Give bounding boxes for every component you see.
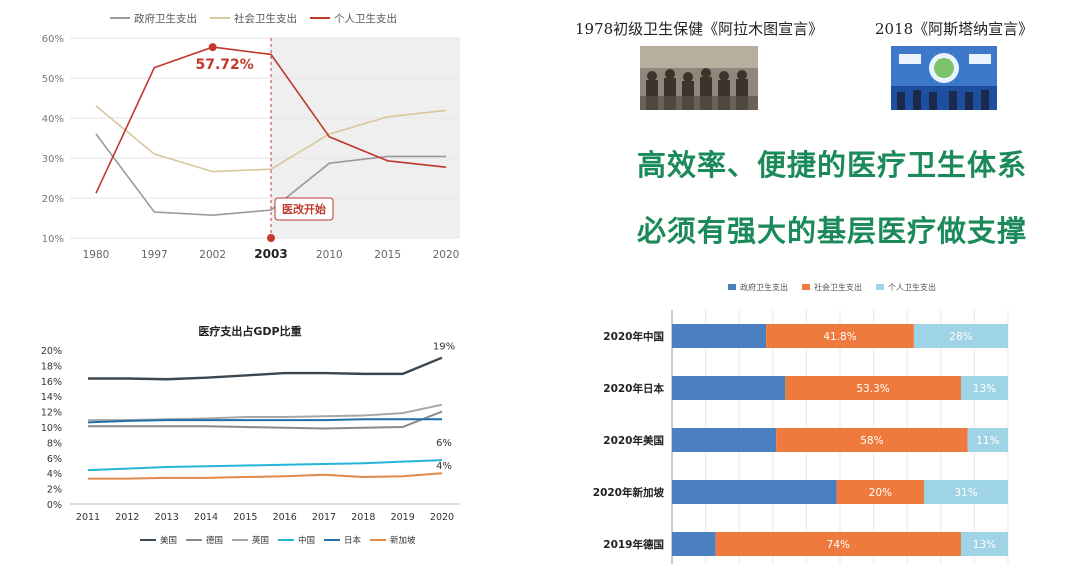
- y-tick-label: 2%: [47, 485, 62, 496]
- series-line-4: [88, 419, 442, 422]
- bar-label: 28%: [949, 331, 972, 343]
- x-tick-label: 2015: [374, 249, 401, 261]
- peak-point: [209, 43, 217, 51]
- y-tick-label: 60%: [42, 34, 64, 45]
- series-line-2: [88, 405, 442, 420]
- bar-label: 53.3%: [856, 383, 889, 395]
- alma-ata-caption: 1978初级卫生保健《阿拉木图宣言》: [575, 18, 823, 39]
- category-label: 2019年德国: [603, 538, 664, 551]
- x-tick-label: 2010: [316, 249, 343, 261]
- legend-label: 德国: [206, 535, 223, 546]
- y-tick-label: 10%: [41, 423, 62, 434]
- peak-label: 57.72%: [196, 57, 254, 73]
- bar-segment-0: [672, 324, 766, 348]
- x-tick-label: 2020: [430, 512, 454, 523]
- legend-label: 个人卫生支出: [334, 12, 397, 25]
- legend-label: 新加坡: [390, 535, 416, 546]
- y-tick-label: 0%: [47, 500, 62, 511]
- gdp-share-chart: 医疗支出占GDP比重 0% 2% 4% 6% 8% 10% 12% 14% 16% 18% 20% 20…: [30, 320, 480, 564]
- expenditure-composition-chart: 政府卫生支出 社会卫生支出 个人卫生支出 2020年中国 41.8% 28% 2020年日本…: [580, 274, 1060, 564]
- alma-ata-photo: [640, 46, 758, 110]
- series-line-0: [88, 358, 442, 380]
- y-tick-label: 50%: [42, 74, 64, 85]
- bar-label: 13%: [973, 539, 996, 551]
- y-tick-label: 40%: [42, 114, 64, 125]
- series-line-5: [88, 473, 442, 478]
- reform-marker-dot: [267, 234, 275, 242]
- y-tick-label: 14%: [41, 392, 62, 403]
- category-label: 2020年中国: [603, 330, 664, 343]
- bar-label: 74%: [827, 539, 850, 551]
- end-label: 6%: [436, 438, 452, 449]
- x-tick-label: 2020: [433, 249, 460, 261]
- bar-segment-0: [672, 376, 785, 400]
- y-tick-label: 18%: [41, 361, 62, 372]
- y-tick-label: 8%: [47, 438, 62, 449]
- x-tick-label: 2011: [76, 512, 100, 523]
- bar-segment-0: [672, 428, 776, 452]
- category-label: 2020年美国: [603, 434, 664, 447]
- expenditure-structure-chart: 10% 20% 30% 40% 50% 60% 1980 1997 2002 2003 2010 20…: [30, 0, 470, 272]
- bar-segment-0: [672, 480, 837, 504]
- x-tick-label: 2018: [351, 512, 375, 523]
- bar-label: 13%: [973, 383, 996, 395]
- category-label: 2020年日本: [603, 382, 664, 395]
- y-tick-label: 10%: [42, 234, 64, 245]
- astana-photo: [891, 46, 997, 110]
- slogan-line-2: 必须有强大的基层医疗做支撑: [637, 208, 1027, 250]
- end-label: 4%: [436, 461, 452, 472]
- legend-label: 社会卫生支出: [234, 12, 297, 25]
- y-tick-label: 20%: [42, 194, 64, 205]
- slogan-line-1: 高效率、便捷的医疗卫生体系: [637, 142, 1027, 184]
- legend-label: 美国: [160, 535, 177, 546]
- y-tick-label: 20%: [41, 346, 62, 357]
- x-tick-label: 2013: [155, 512, 179, 523]
- bar-label: 31%: [954, 487, 977, 499]
- x-tick-label: 2016: [273, 512, 297, 523]
- chart-title: 医疗支出占GDP比重: [198, 324, 301, 338]
- expenditure-structure-svg: 10% 20% 30% 40% 50% 60% 1980 1997 2002 2003 2010 20…: [30, 0, 470, 272]
- annotation-label: 医改开始: [282, 202, 326, 216]
- legend-swatch-1: [802, 284, 810, 290]
- legend-label: 个人卫生支出: [888, 282, 936, 292]
- legend-label: 中国: [298, 535, 315, 546]
- category-label: 2020年新加坡: [593, 486, 665, 499]
- x-tick-label: 1980: [83, 249, 110, 261]
- astana-caption: 2018《阿斯塔纳宣言》: [875, 18, 1033, 39]
- legend-label: 日本: [344, 535, 362, 546]
- legend-label: 政府卫生支出: [740, 282, 788, 292]
- legend-label: 政府卫生支出: [134, 12, 197, 25]
- y-tick-label: 4%: [47, 469, 62, 480]
- legend-swatch-0: [728, 284, 736, 290]
- x-tick-label: 2015: [233, 512, 257, 523]
- x-tick-label: 2014: [194, 512, 218, 523]
- bar-label: 11%: [976, 435, 999, 447]
- x-tick-label: 2017: [312, 512, 336, 523]
- bar-label: 58%: [860, 435, 883, 447]
- legend-swatch-2: [876, 284, 884, 290]
- y-tick-label: 30%: [42, 154, 64, 165]
- x-tick-label: 2003: [254, 247, 287, 261]
- bar-label: 41.8%: [823, 331, 856, 343]
- x-tick-label: 2019: [391, 512, 415, 523]
- y-tick-label: 6%: [47, 454, 62, 465]
- legend-label: 社会卫生支出: [814, 282, 862, 292]
- x-tick-label: 2012: [115, 512, 139, 523]
- legend-label: 英国: [252, 535, 269, 546]
- x-tick-label: 2002: [199, 249, 226, 261]
- bar-segment-0: [672, 532, 716, 556]
- y-tick-label: 16%: [41, 377, 62, 388]
- y-tick-label: 12%: [41, 408, 62, 419]
- series-line-3: [88, 460, 442, 470]
- expenditure-composition-svg: 政府卫生支出 社会卫生支出 个人卫生支出 2020年中国 41.8% 28% 2020年日本…: [580, 274, 1060, 564]
- x-tick-label: 1997: [141, 249, 168, 261]
- end-label: 19%: [433, 342, 455, 353]
- bar-label: 20%: [869, 487, 892, 499]
- gdp-share-svg: 医疗支出占GDP比重 0% 2% 4% 6% 8% 10% 12% 14% 16% 18% 20% 20…: [30, 320, 480, 564]
